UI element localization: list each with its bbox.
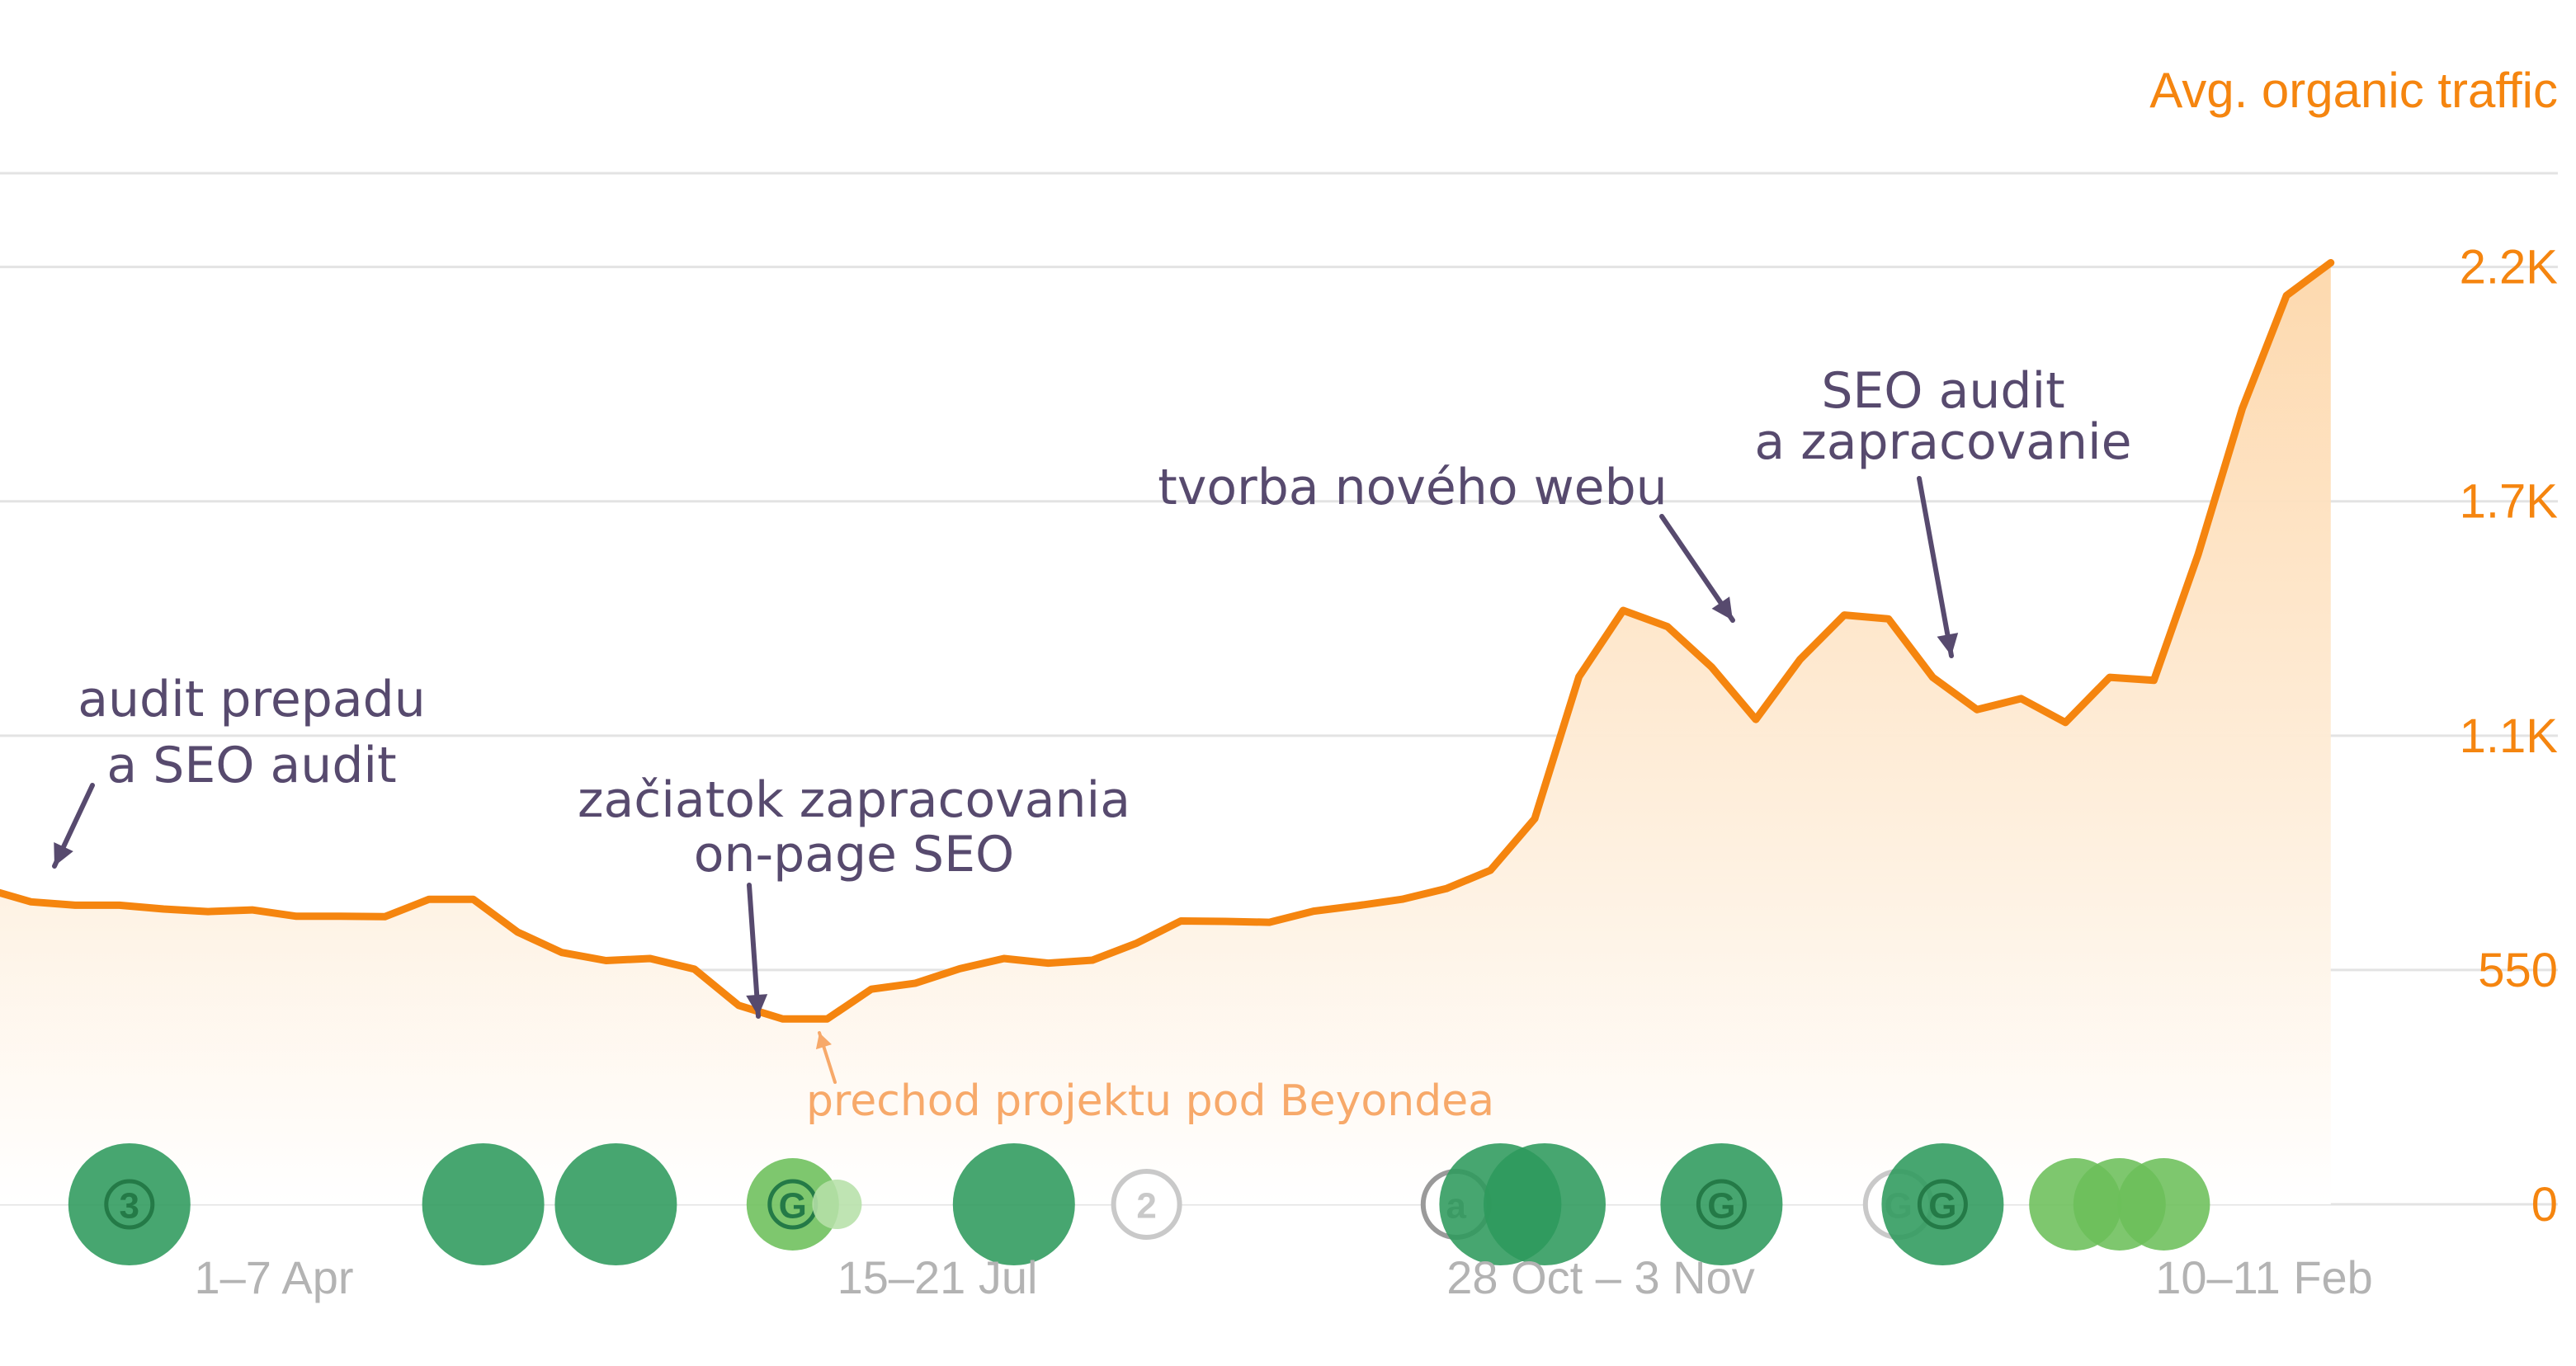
event-marker-circle[interactable] (68, 1143, 191, 1265)
event-marker-label: G (1928, 1186, 1956, 1227)
y-axis-ticks: 0 550 1.1K 1.7K 2.2K (2460, 241, 2559, 1232)
event-marker-circle[interactable] (812, 1180, 862, 1229)
annotation: tvorba nového webu (1158, 459, 1735, 623)
y-tick-label: 1.1K (2460, 709, 2559, 763)
x-tick-label: 1–7 Apr (194, 1251, 353, 1303)
event-marker[interactable]: 3 (68, 1143, 191, 1265)
annotation-text: audit prepadu (78, 671, 425, 728)
event-marker-label: G (1707, 1186, 1735, 1227)
event-marker[interactable] (2117, 1158, 2210, 1251)
event-marker-circle[interactable] (1484, 1143, 1606, 1265)
event-marker-circle[interactable] (1660, 1143, 1783, 1265)
event-marker-ring (104, 1179, 155, 1230)
event-marker-circle[interactable] (1111, 1169, 1182, 1240)
annotation-text: SEO audit (1821, 362, 2064, 420)
annotation-text: a zapracovanie (1754, 413, 2131, 471)
x-tick-label: 15–21 Jul (837, 1251, 1038, 1303)
event-marker[interactable]: G (746, 1158, 839, 1251)
annotation-text: tvorba nového webu (1158, 459, 1667, 516)
annotation-text: začiatok zapracovania (578, 771, 1130, 829)
x-tick-label: 10–11 Feb (2155, 1251, 2373, 1303)
event-marker-circle[interactable] (2117, 1158, 2210, 1251)
event-marker-circle[interactable] (746, 1158, 839, 1251)
annotation-arrowhead (1937, 633, 1959, 656)
annotation-arrow (1917, 476, 1954, 658)
y-tick-label: 2.2K (2460, 241, 2559, 294)
event-marker-circle[interactable] (422, 1143, 545, 1265)
event-marker-label: 3 (120, 1186, 139, 1227)
annotation: prechod projektu pod Beyondea (806, 1031, 1494, 1126)
annotation-arrowhead (54, 841, 73, 866)
event-marker[interactable]: G (1881, 1143, 2004, 1265)
x-axis-ticks: 1–7 Apr 15–21 Jul 28 Oct – 3 Nov 10–11 Feb (194, 1251, 2372, 1303)
event-marker[interactable]: G (1660, 1143, 1783, 1265)
event-marker-ring (1917, 1179, 1968, 1230)
annotation-text: a SEO audit (106, 737, 396, 794)
event-marker[interactable] (1484, 1143, 1606, 1265)
annotation-arrowhead (746, 994, 768, 1016)
traffic-line (0, 259, 2335, 1023)
y-tick-label: 0 (2531, 1178, 2558, 1232)
y-tick-label: 550 (2478, 944, 2558, 997)
y-axis-title: Avg. organic traffic (2149, 63, 2558, 118)
annotation-arrowhead (815, 1033, 832, 1050)
event-marker[interactable]: 2 (1111, 1169, 1182, 1240)
event-marker-circle[interactable] (554, 1143, 677, 1265)
annotations: audit prepadu a SEO audit začiatok zapraco… (52, 362, 2132, 1126)
annotation-text: prechod projektu pod Beyondea (806, 1076, 1494, 1126)
event-marker[interactable] (422, 1143, 545, 1265)
annotation-arrowhead (1711, 596, 1733, 620)
annotation: audit prepadu a SEO audit (52, 671, 426, 869)
event-markers[interactable]: 3G2aGGG (68, 1143, 2210, 1265)
event-marker[interactable] (812, 1180, 862, 1229)
annotation-text: on-page SEO (694, 826, 1015, 883)
event-marker-circle[interactable] (1881, 1143, 2004, 1265)
x-tick-label: 28 Oct – 3 Nov (1446, 1251, 1755, 1303)
event-marker-label: G (779, 1186, 807, 1227)
annotation-arrow (747, 883, 761, 1019)
y-tick-label: 1.7K (2460, 475, 2559, 529)
event-marker-circle[interactable] (952, 1143, 1075, 1265)
event-marker[interactable] (952, 1143, 1075, 1265)
event-marker[interactable] (554, 1143, 677, 1265)
event-marker-ring (1696, 1179, 1747, 1230)
event-marker-label: 2 (1136, 1186, 1156, 1227)
traffic-area (0, 262, 2331, 1204)
